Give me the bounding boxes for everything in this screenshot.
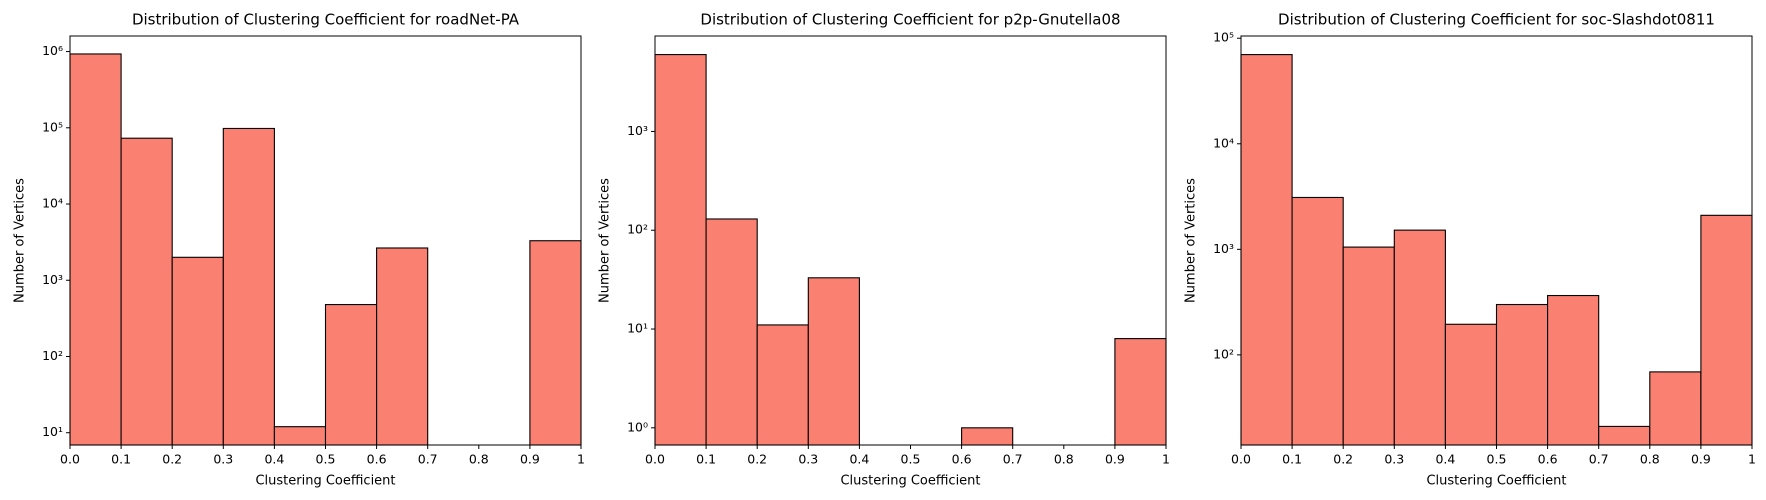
bar [1495, 303, 1549, 446]
x-tick-label: 0.8 [469, 452, 489, 467]
y-tick-label: 10⁴ [1213, 135, 1234, 150]
bar [529, 240, 582, 446]
x-tick-label: 0.5 [316, 452, 336, 467]
x-axis-label: Clustering Coefficient [1426, 474, 1566, 489]
x-tick-label: 0.7 [1589, 452, 1609, 467]
x-tick-label: 1 [577, 452, 585, 467]
x-tick-label: 0.6 [367, 452, 387, 467]
x-tick-label: 0.4 [1435, 452, 1455, 467]
bar [1444, 323, 1498, 446]
bar [1291, 196, 1344, 446]
y-axis-label: Number of Vertices [1184, 178, 1199, 303]
bar [654, 54, 707, 446]
y-axis-label: Number of Vertices [13, 178, 28, 303]
x-axis-label: Clustering Coefficient [840, 474, 980, 489]
bar [1393, 229, 1446, 446]
bar [69, 53, 122, 446]
x-tick-label: 0.9 [1105, 452, 1125, 467]
bar [120, 137, 173, 446]
y-tick-label: 10⁰ [627, 419, 648, 434]
y-tick-label: 10² [627, 222, 648, 237]
y-tick-label: 10³ [42, 272, 63, 287]
y-tick-label: 10³ [1213, 241, 1234, 256]
x-tick-label: 0.3 [1384, 452, 1404, 467]
x-axis-label: Clustering Coefficient [255, 474, 395, 489]
bar [1598, 425, 1651, 446]
x-tick-label: 0.8 [1640, 452, 1660, 467]
x-tick-label: 0.9 [1691, 452, 1711, 467]
x-tick-label: 0.4 [849, 452, 869, 467]
bar [171, 256, 224, 446]
x-tick-label: 0.0 [1231, 452, 1251, 467]
y-tick-label: 10¹ [42, 424, 63, 439]
chart-title: Distribution of Clustering Coefficient f… [700, 11, 1120, 29]
chart-title: Distribution of Clustering Coefficient f… [1278, 11, 1715, 29]
x-tick-label: 0.6 [952, 452, 972, 467]
x-tick-label: 0.0 [60, 452, 80, 467]
bar [705, 218, 758, 446]
bar [222, 127, 275, 446]
y-tick-label: 10² [42, 348, 63, 363]
x-tick-label: 0.3 [213, 452, 233, 467]
x-tick-label: 0.7 [1003, 452, 1023, 467]
y-axis-label: Number of Vertices [598, 178, 613, 303]
bar [1342, 246, 1395, 446]
bar [324, 304, 378, 446]
y-tick-label: 10² [1213, 346, 1234, 361]
bar [1700, 214, 1753, 446]
y-tick-label: 10⁵ [1213, 30, 1234, 45]
x-tick-label: 0.5 [1487, 452, 1507, 467]
bar [273, 426, 327, 446]
bar [1649, 371, 1702, 446]
bar [376, 247, 429, 446]
x-tick-label: 0.7 [418, 452, 438, 467]
bar [756, 324, 809, 446]
y-tick-label: 10⁵ [42, 119, 63, 134]
bar [961, 427, 1014, 446]
x-tick-label: 0.6 [1538, 452, 1558, 467]
x-tick-label: 0.1 [111, 452, 131, 467]
x-tick-label: 0.8 [1054, 452, 1074, 467]
y-tick-label: 10⁶ [42, 43, 63, 58]
y-tick-label: 10³ [627, 123, 648, 138]
chart-title: Distribution of Clustering Coefficient f… [132, 11, 520, 29]
x-tick-label: 0.1 [1282, 452, 1302, 467]
x-tick-label: 0.2 [162, 452, 182, 467]
x-tick-label: 0.4 [264, 452, 284, 467]
x-tick-label: 1 [1748, 452, 1756, 467]
y-tick-label: 10⁴ [42, 196, 63, 211]
x-tick-label: 0.5 [901, 452, 921, 467]
x-tick-label: 0.2 [1333, 452, 1353, 467]
x-tick-label: 1 [1162, 452, 1170, 467]
x-tick-label: 0.2 [747, 452, 767, 467]
bar [1547, 294, 1600, 446]
bar [1114, 338, 1167, 446]
bar [807, 277, 860, 446]
y-tick-label: 10¹ [627, 321, 648, 336]
x-tick-label: 0.1 [696, 452, 716, 467]
x-tick-label: 0.9 [520, 452, 540, 467]
x-tick-label: 0.0 [645, 452, 665, 467]
bar [1240, 54, 1293, 446]
x-tick-label: 0.3 [798, 452, 818, 467]
